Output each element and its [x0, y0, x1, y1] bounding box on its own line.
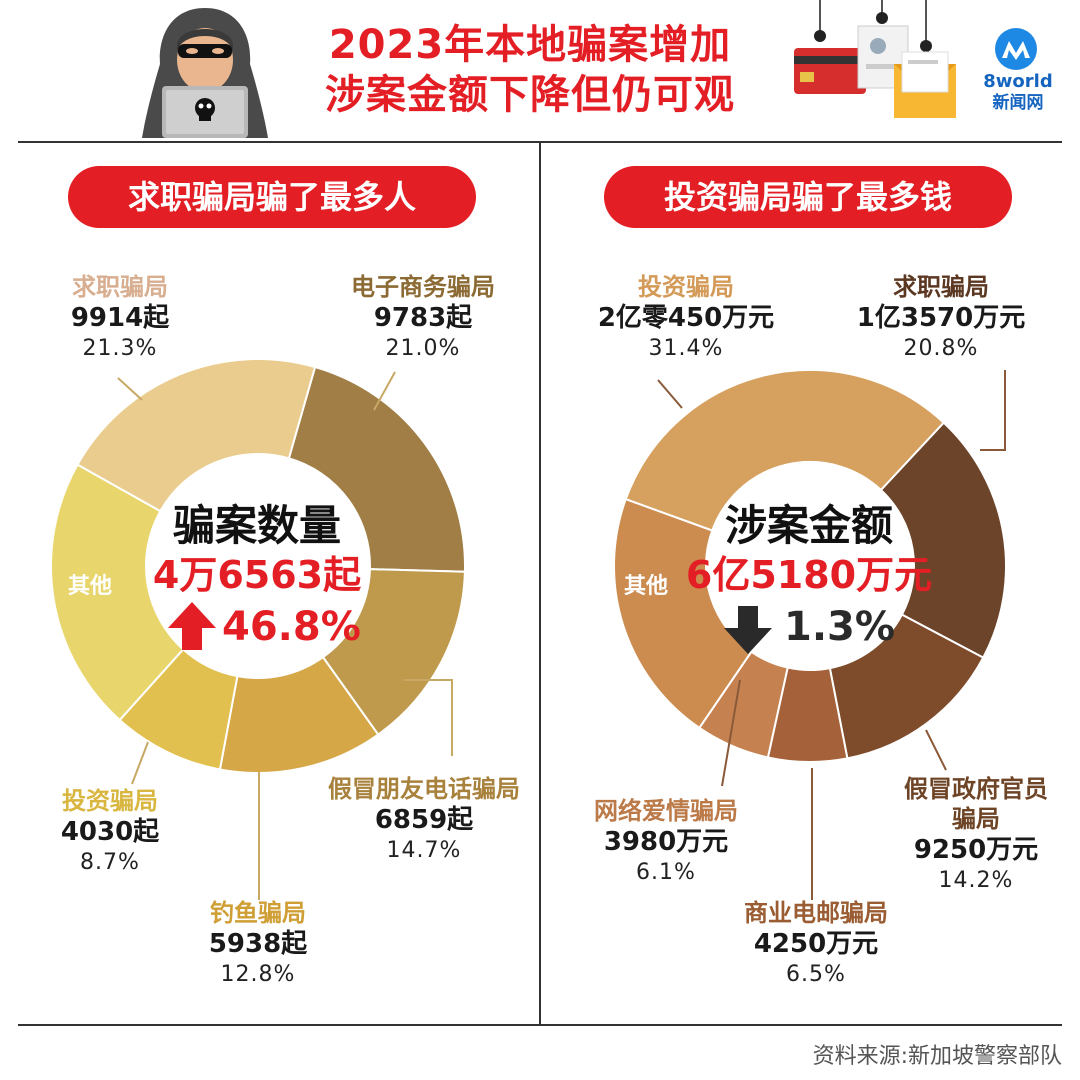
- arrow-down-icon: [724, 606, 772, 654]
- source-note: 资料来源:新加坡警察部队: [812, 1044, 1062, 1069]
- amount-donut: [613, 369, 1007, 900]
- 8world-logo-icon: [995, 28, 1037, 70]
- case-count-donut: [50, 358, 466, 900]
- right-heading: 投资骗局骗了最多钱: [604, 166, 1012, 228]
- right-slice-0: [879, 421, 1007, 660]
- center-divider: [539, 141, 541, 1026]
- right-slice-4: [613, 497, 753, 730]
- left-center-total: 4万6563起: [152, 553, 362, 597]
- footer-divider: [18, 1024, 1062, 1026]
- arrow-up-icon: [168, 602, 216, 650]
- right-slices: [613, 369, 1007, 763]
- logo-brand: 8world: [983, 71, 1053, 92]
- right-center-title: 涉案金额: [724, 501, 893, 550]
- right-label-bec: 商业电邮骗局 4250万元 6.5%: [744, 899, 888, 987]
- left-center-title: 骗案数量: [172, 501, 341, 550]
- right-label-other: 其他: [623, 574, 668, 599]
- right-label-job: 求职骗局 1亿3570万元 20.8%: [856, 273, 1026, 361]
- right-slice-5: [624, 369, 946, 532]
- right-label-love: 网络爱情骗局 3980万元 6.1%: [594, 797, 738, 885]
- right-change-pct: 1.3%: [784, 604, 895, 650]
- left-label-other: 其他: [67, 574, 112, 599]
- left-heading: 求职骗局骗了最多人: [68, 166, 476, 228]
- left-slice-4: [50, 463, 185, 722]
- left-slice-5: [76, 358, 317, 513]
- right-center-total: 6亿5180万元: [685, 553, 933, 597]
- right-leaders: [657, 370, 1006, 900]
- right-label-gov: 假冒政府官员 骗局 9250万元 14.2%: [904, 775, 1048, 893]
- page-title-line2: 涉案金额下降但仍可观: [325, 72, 735, 118]
- left-label-job: 求职骗局 9914起 21.3%: [70, 273, 170, 361]
- logo-sub: 新闻网: [992, 93, 1044, 113]
- right-label-invest: 投资骗局 2亿零450万元 31.4%: [597, 273, 775, 361]
- page-title-line1: 2023年本地骗案增加: [328, 22, 732, 68]
- hacker-illustration: [142, 8, 268, 138]
- left-slice-0: [287, 365, 466, 573]
- phishing-illustration: [794, 0, 956, 118]
- left-leaders: [117, 371, 453, 900]
- left-label-fakefriend: 假冒朋友电话骗局 6859起 14.7%: [328, 775, 520, 863]
- left-slices: [50, 358, 466, 774]
- left-change-pct: 46.8%: [222, 604, 361, 650]
- left-label-ecom: 电子商务骗局 9783起 21.0%: [351, 273, 495, 361]
- left-label-phishing: 钓鱼骗局 5938起 12.8%: [208, 899, 308, 987]
- left-label-invest: 投资骗局 4030起 8.7%: [60, 787, 160, 875]
